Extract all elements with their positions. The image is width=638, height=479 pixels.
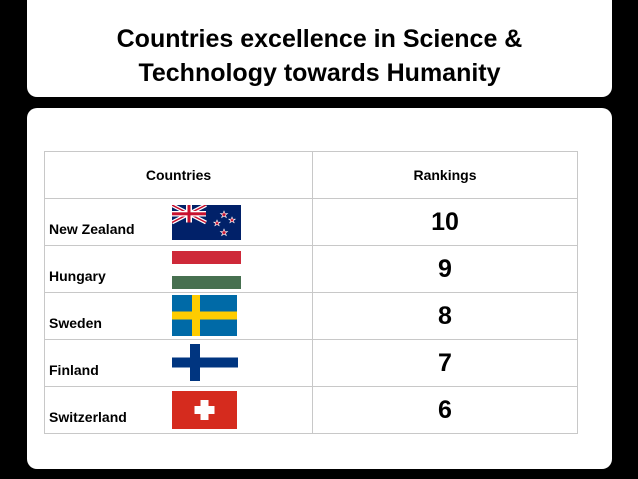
switzerland-flag-icon (172, 391, 237, 429)
slide-title: Countries excellence in Science & Techno… (116, 25, 523, 87)
sweden-flag-icon (172, 295, 237, 336)
rank-value: 6 (312, 386, 578, 434)
table-row: Switzerland 6 (44, 386, 578, 434)
content-card: Countries Rankings New Zealand (27, 108, 612, 469)
country-name: New Zealand (49, 221, 135, 237)
rank-value: 7 (312, 339, 578, 387)
country-cell: Sweden (44, 292, 313, 340)
rank-value: 10 (312, 198, 578, 246)
country-name: Hungary (49, 268, 106, 284)
rankings-table: Countries Rankings New Zealand (44, 151, 578, 434)
country-name: Sweden (49, 315, 102, 331)
header-countries: Countries (44, 151, 313, 199)
country-name: Switzerland (49, 409, 127, 425)
country-cell: New Zealand (44, 198, 313, 246)
new-zealand-flag-icon (172, 205, 241, 240)
country-cell: Finland (44, 339, 313, 387)
table-row: Finland 7 (44, 339, 578, 387)
table-row: Sweden 8 (44, 292, 578, 340)
rank-value: 8 (312, 292, 578, 340)
table-row: New Zealand (44, 198, 578, 246)
title-card: Countries excellence in Science & Techno… (27, 0, 612, 97)
finland-flag-icon (172, 344, 238, 381)
hungary-flag-icon (172, 251, 241, 289)
country-name: Finland (49, 362, 99, 378)
country-cell: Switzerland (44, 386, 313, 434)
header-rankings: Rankings (312, 151, 578, 199)
rank-value: 9 (312, 245, 578, 293)
table-header-row: Countries Rankings (44, 151, 578, 199)
table-row: Hungary 9 (44, 245, 578, 293)
country-cell: Hungary (44, 245, 313, 293)
